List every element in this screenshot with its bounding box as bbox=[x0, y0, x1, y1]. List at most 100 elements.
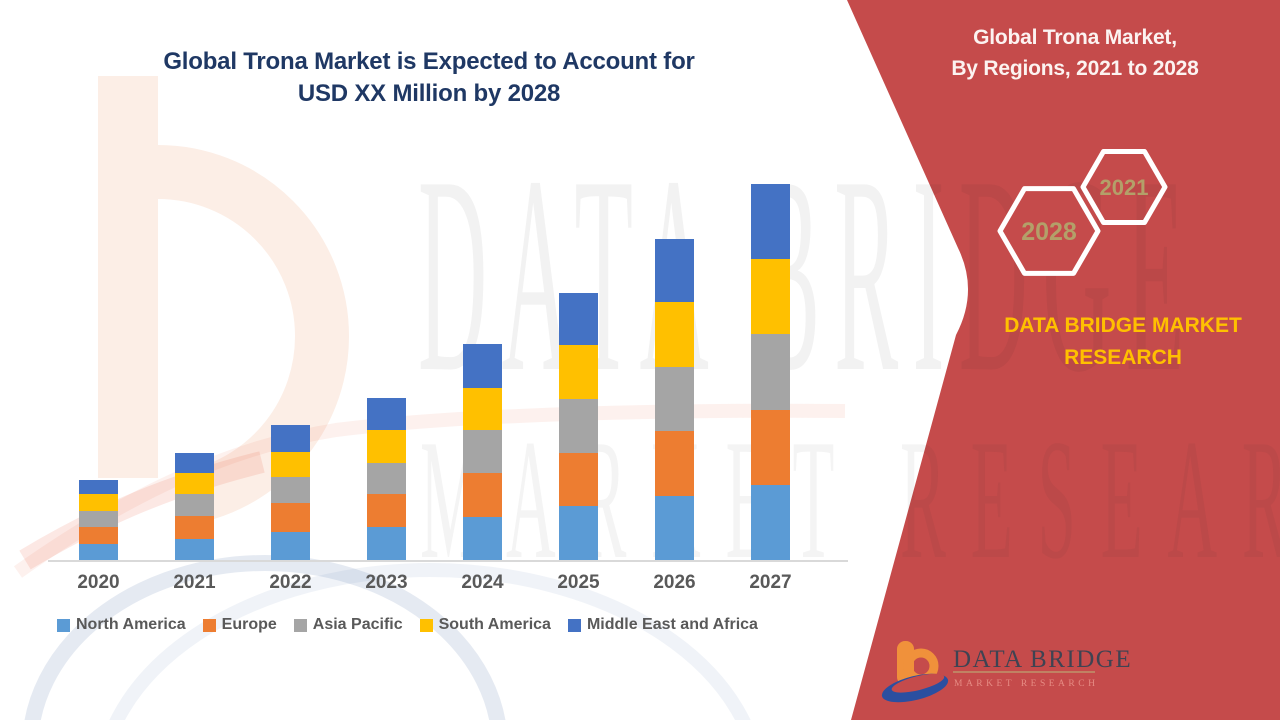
legend-swatch-icon bbox=[419, 618, 433, 632]
bar-segment-north-america bbox=[175, 539, 214, 560]
bar-segment-north-america bbox=[463, 517, 502, 560]
bar-segment-europe bbox=[175, 516, 214, 539]
stacked-bar-2025 bbox=[559, 293, 598, 560]
bar-segment-europe bbox=[463, 473, 502, 517]
bar-segment-north-america bbox=[751, 485, 790, 560]
brand-text: DATA BRIDGE MARKET RESEARCH bbox=[962, 310, 1280, 374]
stacked-bar-2023 bbox=[367, 398, 406, 560]
bar-segment-north-america bbox=[655, 496, 694, 560]
legend-item-south-america: South America bbox=[419, 616, 551, 634]
x-axis-line bbox=[48, 560, 848, 562]
chart-legend: North America Europe Asia Pacific South Ame… bbox=[57, 616, 758, 634]
bar-segment-north-america bbox=[271, 532, 310, 560]
legend-item-north-america: North America bbox=[57, 616, 186, 634]
logo-underline bbox=[953, 671, 1095, 673]
legend-swatch-icon bbox=[202, 618, 216, 632]
legend-label: South America bbox=[438, 616, 551, 633]
bar-segment-south-america bbox=[751, 259, 790, 334]
x-axis-label-2026: 2026 bbox=[653, 572, 696, 593]
sidebar-shape bbox=[847, 0, 1280, 720]
watermark-blue-arc bbox=[24, 555, 506, 720]
stacked-bar-2026 bbox=[655, 239, 694, 560]
x-axis-label-2024: 2024 bbox=[461, 572, 504, 593]
stacked-bar-2021 bbox=[175, 453, 214, 560]
bar-segment-asia-pacific bbox=[655, 367, 694, 431]
brand-text-line2: RESEARCH bbox=[1064, 346, 1182, 369]
logo-wordmark: DATA BRIDGE bbox=[953, 646, 1132, 673]
bar-segment-europe bbox=[559, 453, 598, 506]
bar-segment-middle-east-and-africa bbox=[367, 398, 406, 430]
stacked-bar-2024 bbox=[463, 344, 502, 560]
watermark-swoosh-tail bbox=[13, 403, 846, 578]
logo-blue-swoosh-icon bbox=[881, 673, 949, 703]
bar-segment-asia-pacific bbox=[751, 334, 790, 410]
sidebar-title: Global Trona Market, By Regions, 2021 to… bbox=[870, 22, 1280, 84]
x-axis-label-2025: 2025 bbox=[557, 572, 600, 593]
legend-label: Middle East and Africa bbox=[586, 616, 758, 633]
bar-segment-middle-east-and-africa bbox=[655, 239, 694, 302]
legend-swatch-icon bbox=[567, 618, 581, 632]
x-axis-label-2021: 2021 bbox=[173, 572, 216, 593]
bar-segment-middle-east-and-africa bbox=[463, 344, 502, 388]
bar-segment-south-america bbox=[655, 302, 694, 367]
bar-segment-middle-east-and-africa bbox=[751, 184, 790, 259]
x-axis-label-2020: 2020 bbox=[77, 572, 120, 593]
bar-segment-south-america bbox=[175, 473, 214, 494]
legend-label: North America bbox=[76, 616, 186, 633]
sidebar-title-line2: By Regions, 2021 to 2028 bbox=[951, 57, 1199, 80]
bar-segment-middle-east-and-africa bbox=[175, 453, 214, 473]
x-axis-label-2022: 2022 bbox=[269, 572, 312, 593]
watermark-swoosh bbox=[19, 451, 265, 570]
bar-segment-asia-pacific bbox=[271, 477, 310, 503]
bar-segment-middle-east-and-africa bbox=[271, 425, 310, 452]
stacked-bar-2027 bbox=[751, 184, 790, 560]
x-axis-label-2027: 2027 bbox=[749, 572, 792, 593]
hexagon-2021 bbox=[1080, 149, 1168, 225]
legend-label: Europe bbox=[221, 616, 277, 633]
x-axis-label-2023: 2023 bbox=[365, 572, 408, 593]
chart-title-line1: Global Trona Market is Expected to Accou… bbox=[163, 48, 695, 75]
bar-segment-asia-pacific bbox=[79, 511, 118, 527]
legend-item-middle-east-and-africa: Middle East and Africa bbox=[567, 616, 758, 634]
hexagon-2028-label: 2028 bbox=[1021, 218, 1077, 246]
legend-item-asia-pacific: Asia Pacific bbox=[293, 616, 403, 634]
bar-segment-south-america bbox=[367, 430, 406, 463]
legend-swatch-icon bbox=[57, 618, 70, 632]
legend-item-europe: Europe bbox=[202, 616, 277, 634]
stacked-bar-2020 bbox=[79, 480, 118, 560]
bar-segment-asia-pacific bbox=[367, 463, 406, 494]
bar-segment-north-america bbox=[367, 527, 406, 560]
sidebar-title-line1: Global Trona Market, bbox=[973, 26, 1177, 49]
hexagon-2028 bbox=[997, 186, 1101, 276]
bar-segment-asia-pacific bbox=[463, 430, 502, 473]
chart-title: Global Trona Market is Expected to Accou… bbox=[0, 46, 858, 110]
bar-segment-europe bbox=[271, 503, 310, 532]
bar-segment-middle-east-and-africa bbox=[79, 480, 118, 494]
bar-segment-asia-pacific bbox=[559, 399, 598, 453]
bar-segment-middle-east-and-africa bbox=[559, 293, 598, 345]
legend-label: Asia Pacific bbox=[312, 616, 403, 633]
watermark-b-bowl bbox=[157, 145, 350, 523]
bar-segment-europe bbox=[367, 494, 406, 527]
bar-segment-north-america bbox=[559, 506, 598, 560]
watermark-b-stem bbox=[98, 76, 158, 478]
brand-text-line1: DATA BRIDGE MARKET bbox=[1004, 314, 1242, 337]
hexagon-2021-label: 2021 bbox=[1100, 175, 1149, 200]
logo-subtext: MARKET RESEARCH bbox=[954, 679, 1098, 689]
chart-title-line2: USD XX Million by 2028 bbox=[297, 80, 561, 107]
bar-segment-europe bbox=[751, 410, 790, 485]
bar-segment-europe bbox=[655, 431, 694, 496]
bar-segment-south-america bbox=[559, 345, 598, 399]
bar-chart-plot-area bbox=[79, 184, 790, 560]
bar-segment-north-america bbox=[79, 544, 118, 560]
stacked-bar-2022 bbox=[271, 425, 310, 560]
bar-segment-europe bbox=[79, 527, 118, 544]
bar-segment-south-america bbox=[271, 452, 310, 477]
bar-segment-south-america bbox=[79, 494, 118, 511]
watermark-blue-arc-2 bbox=[109, 563, 751, 720]
